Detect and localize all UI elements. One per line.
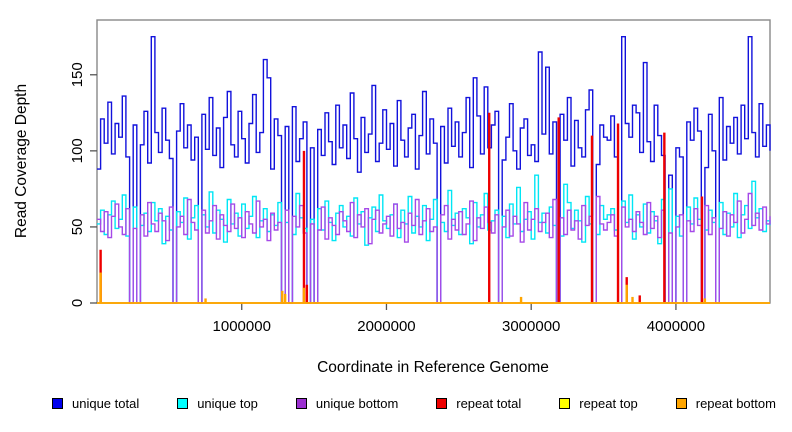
legend-item-repeat-top: repeat top: [559, 396, 638, 411]
y-axis-title: Read Coverage Depth: [13, 84, 30, 238]
legend-swatch-unique-bottom: [295, 398, 307, 409]
y-tick-label: 0: [69, 299, 86, 307]
y-tick-label: 100: [69, 138, 86, 163]
series-repeat-bottom: [97, 272, 770, 304]
series-unique-total: [97, 36, 771, 304]
legend-label: unique total: [72, 396, 140, 411]
series-layer: [97, 36, 771, 304]
legend-item-unique-top: unique top: [177, 396, 258, 411]
series-unique-top: [97, 174, 771, 304]
legend-swatch-repeat-bottom: [675, 398, 687, 409]
legend-swatch-unique-top: [177, 398, 189, 409]
legend-label: unique top: [197, 396, 258, 411]
series-unique-bottom: [97, 192, 771, 304]
step-line: [97, 36, 771, 304]
legend-item-unique-total: unique total: [52, 396, 139, 411]
legend-swatch-unique-total: [52, 398, 63, 409]
chart-legend: unique total unique top unique bottom re…: [0, 396, 792, 411]
legend-label: repeat total: [456, 396, 522, 411]
legend-item-repeat-bottom: repeat bottom: [675, 396, 776, 411]
y-tick-label: 150: [69, 62, 86, 87]
coverage-chart: 0 50 100 150 1000000 2000000 3000000 4000000 Co…: [13, 19, 771, 376]
x-tick-label: 3000000: [502, 318, 560, 335]
x-tick-label: 2000000: [357, 318, 415, 335]
legend-item-unique-bottom: unique bottom: [295, 396, 399, 411]
x-tick-label: 1000000: [213, 318, 271, 335]
legend-label: repeat bottom: [695, 396, 776, 411]
x-tick-label: 4000000: [647, 318, 705, 335]
legend-label: repeat top: [579, 396, 638, 411]
legend-swatch-repeat-total: [436, 398, 448, 409]
legend-item-repeat-total: repeat total: [436, 396, 521, 411]
y-tick-label: 50: [69, 219, 86, 236]
legend-swatch-repeat-top: [559, 398, 571, 409]
x-axis-title: Coordinate in Reference Genome: [317, 359, 549, 376]
step-line: [97, 174, 771, 304]
step-line: [97, 192, 771, 304]
legend-label: unique bottom: [315, 396, 399, 411]
